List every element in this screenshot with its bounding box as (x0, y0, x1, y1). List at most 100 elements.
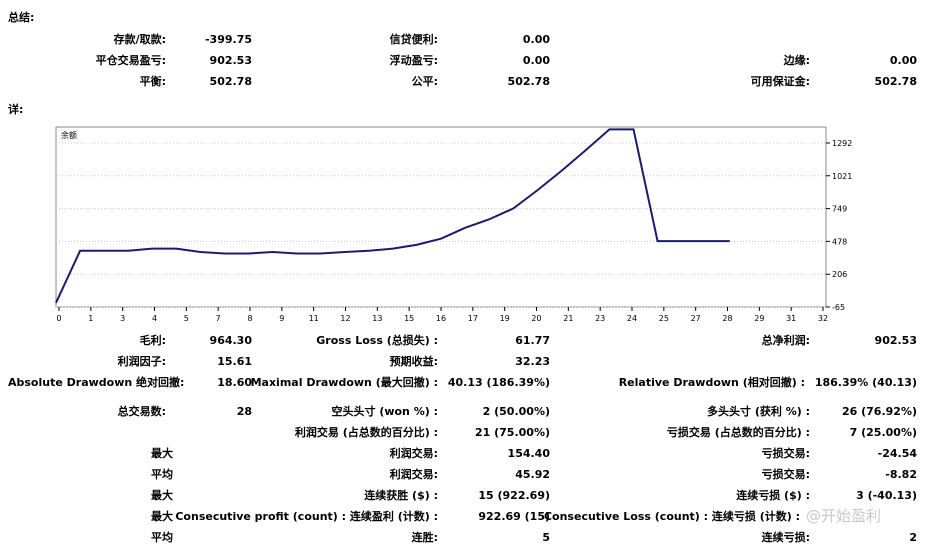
x-tick-label: 21 (563, 314, 573, 323)
max-consec-losses-label: 连续亏损 ($) : (736, 489, 810, 502)
x-tick-label: 11 (309, 314, 319, 323)
gross-profit-value: 964.30 (209, 334, 252, 347)
equity-label: 公平: (411, 75, 438, 88)
long-positions-value: 26 (76.92%) (841, 405, 917, 418)
summary-title: 总结: (8, 11, 35, 24)
balance-value: 502.78 (209, 75, 252, 88)
profit-trades-label: 利润交易 (占总数的百分比) : (294, 426, 438, 439)
x-tick-label: 9 (279, 314, 284, 323)
expected-payoff-label: 预期收益: (389, 355, 438, 368)
chart-y-axis: 1292 1021 749 478 206 -65 (826, 139, 852, 312)
relative-drawdown-label: Relative Drawdown (相对回撤) : (618, 376, 805, 389)
x-tick-label: 0 (56, 314, 61, 323)
avg-consec-wins-label: 连胜: (411, 531, 438, 544)
margin-value: 0.00 (889, 54, 917, 67)
deposit-label: 存款/取款: (113, 33, 166, 46)
y-tick-label: 478 (832, 237, 847, 246)
long-positions-label: 多头头寸 (获利 %) : (707, 405, 810, 418)
y-tick-label: 749 (832, 205, 847, 214)
total-net-profit-label: 总净利润: (761, 334, 810, 347)
x-tick-label: 5 (184, 314, 189, 323)
avg-consec-wins-value: 5 (542, 531, 550, 544)
average-label: 平均 (151, 468, 173, 481)
largest-profit-label: 利润交易: (389, 447, 438, 460)
average-profit-value: 45.92 (515, 468, 550, 481)
x-tick-label: 16 (436, 314, 446, 323)
gross-loss-label: Gross Loss (总损失) : (316, 334, 438, 347)
x-tick-label: 31 (786, 314, 796, 323)
credit-value: 0.00 (522, 33, 550, 46)
balance-chart: 余额 1292 1021 749 478 206 -65 0 1 3 4 5 7 8 9 11 12 13 15… (0, 124, 932, 324)
relative-drawdown-value: 186.39% (40.13) (814, 376, 917, 389)
chart-title: 余额 (61, 130, 77, 140)
deposit-value: -399.75 (204, 33, 252, 46)
profit-factor-value: 15.61 (217, 355, 252, 368)
x-tick-label: 20 (531, 314, 541, 323)
x-tick-label: 15 (404, 314, 414, 323)
maximal-consec-loss-label: Consecutive Loss (count) : 连续亏损 (计数) : (543, 510, 800, 523)
chart-plot-area (55, 126, 827, 308)
maximal-drawdown-label: Maximal Drawdown (最大回撤) : (250, 376, 438, 389)
x-tick-label: 17 (468, 314, 478, 323)
x-tick-label: 8 (247, 314, 252, 323)
x-tick-label: 27 (691, 314, 701, 323)
average2-label: 平均 (151, 531, 173, 544)
total-trades-value: 28 (236, 405, 252, 418)
maximum-label: 最大 (151, 489, 173, 502)
y-tick-label: 206 (832, 270, 847, 279)
x-tick-label: 23 (595, 314, 605, 323)
x-tick-label: 1 (88, 314, 93, 323)
maximal-label: 最大 (151, 510, 173, 523)
floating-pl-label: 浮动盈亏: (389, 54, 438, 67)
total-net-profit-value: 902.53 (874, 334, 917, 347)
y-tick-label: 1021 (832, 172, 852, 181)
closed-pl-value: 902.53 (209, 54, 252, 67)
margin-label: 边缘: (783, 54, 810, 67)
x-tick-label: 19 (500, 314, 510, 323)
watermark: @开始盈利 (806, 507, 882, 525)
x-tick-label: 24 (627, 314, 637, 323)
x-tick-label: 7 (216, 314, 221, 323)
chart-x-axis: 0 1 3 4 5 7 8 9 11 12 13 15 16 17 19 20 21 23 24 25 27 28 29 31… (56, 307, 828, 323)
profit-factor-label: 利润因子: (117, 355, 166, 368)
total-trades-label: 总交易数: (117, 405, 166, 418)
floating-pl-value: 0.00 (522, 54, 550, 67)
largest-loss-value: -24.54 (877, 447, 917, 460)
profit-trades-value: 21 (75.00%) (474, 426, 550, 439)
x-tick-label: 32 (818, 314, 828, 323)
absolute-drawdown-label: Absolute Drawdown 绝对回撤: (8, 376, 185, 389)
short-positions-label: 空头头寸 (won %) : (331, 405, 438, 418)
y-tick-label: 1292 (832, 139, 852, 148)
x-tick-label: 28 (722, 314, 732, 323)
x-tick-label: 13 (372, 314, 382, 323)
closed-pl-label: 平仓交易盈亏: (95, 54, 166, 67)
maximal-consec-profit-value: 922.69 (15) (478, 510, 550, 523)
average-loss-value: -8.82 (885, 468, 917, 481)
short-positions-value: 2 (50.00%) (482, 405, 550, 418)
free-margin-value: 502.78 (874, 75, 917, 88)
gross-profit-label: 毛利: (139, 334, 166, 347)
max-consec-wins-value: 15 (922.69) (478, 489, 550, 502)
largest-profit-value: 154.40 (507, 447, 550, 460)
average-profit-label: 利润交易: (389, 468, 438, 481)
largest-label: 最大 (151, 447, 173, 460)
x-tick-label: 29 (754, 314, 764, 323)
loss-trades-label: 亏损交易 (占总数的百分比) : (666, 426, 810, 439)
gross-loss-value: 61.77 (515, 334, 550, 347)
maximal-consec-loss-value: -40.13 (3) (856, 510, 917, 523)
average-loss-label: 亏损交易: (761, 468, 810, 481)
maximal-consec-profit-label: Consecutive profit (count) : 连续盈利 (计数) : (175, 510, 438, 523)
avg-consec-losses-label: 连续亏损: (761, 531, 810, 544)
details-title: 详: (8, 103, 24, 116)
absolute-drawdown-value: 18.60 (217, 376, 252, 389)
credit-label: 信贷便利: (389, 33, 438, 46)
max-consec-wins-label: 连续获胜 ($) : (364, 489, 438, 502)
equity-value: 502.78 (507, 75, 550, 88)
balance-label: 平衡: (139, 75, 166, 88)
x-tick-label: 12 (340, 314, 350, 323)
avg-consec-losses-value: 2 (909, 531, 917, 544)
balance-series-line (55, 128, 730, 304)
loss-trades-value: 7 (25.00%) (849, 426, 917, 439)
x-tick-label: 25 (659, 314, 669, 323)
